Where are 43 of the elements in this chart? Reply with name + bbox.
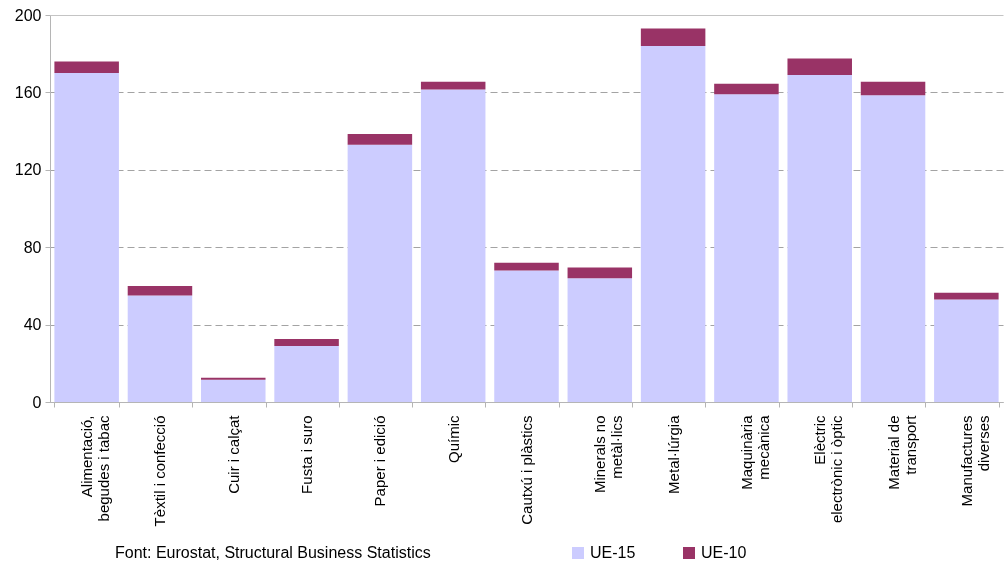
y-tick-label: 80 <box>23 238 42 256</box>
x-tick-label: Minerals no metàl·lics <box>591 415 626 494</box>
x-tick-label: Metal·lúrgia <box>664 414 682 494</box>
bar <box>274 339 339 346</box>
bar <box>640 45 706 402</box>
bar <box>274 345 339 402</box>
y-tick-label: 160 <box>14 83 42 101</box>
bar <box>54 73 119 402</box>
bar <box>640 28 706 46</box>
bar <box>347 144 413 402</box>
bar <box>127 285 193 296</box>
text: Font: Eurostat, Structural Business Statistics <box>115 544 431 561</box>
x-tick-label: Alimentació, begudes i tabac <box>78 415 113 522</box>
bar <box>860 81 926 96</box>
bar <box>54 61 119 74</box>
y-tick-label: 200 <box>14 6 42 24</box>
bar <box>714 94 779 402</box>
bar <box>420 81 486 90</box>
x-tick-label: Paper i edició <box>371 415 389 507</box>
x-tick-label: Cautxú i plàstics <box>518 415 535 525</box>
y-tick-label: 40 <box>23 316 42 334</box>
bar <box>787 58 852 75</box>
y-tick-label: 0 <box>32 393 42 411</box>
y-tick-label: 120 <box>14 161 42 179</box>
bar <box>860 95 926 402</box>
bar <box>494 270 559 402</box>
x-tick-label: Cuir i calçat <box>224 414 242 494</box>
bar <box>567 267 633 279</box>
legend-label: UE-10 <box>701 544 747 561</box>
legend-label: UE-15 <box>590 544 636 561</box>
bar <box>934 299 999 402</box>
bar <box>420 89 486 402</box>
bar <box>127 295 193 402</box>
bar <box>714 83 779 95</box>
bar <box>494 262 559 271</box>
x-tick-label: Químic <box>444 415 462 464</box>
x-tick-label: Tèxtil i confecció <box>151 415 169 527</box>
x-tick-label: Fusta i suro <box>298 415 316 494</box>
bar <box>787 74 852 402</box>
bar <box>347 134 413 145</box>
bar <box>567 278 633 402</box>
x-tick-label: Maquinària mecànica <box>737 414 772 490</box>
bar <box>201 379 266 402</box>
